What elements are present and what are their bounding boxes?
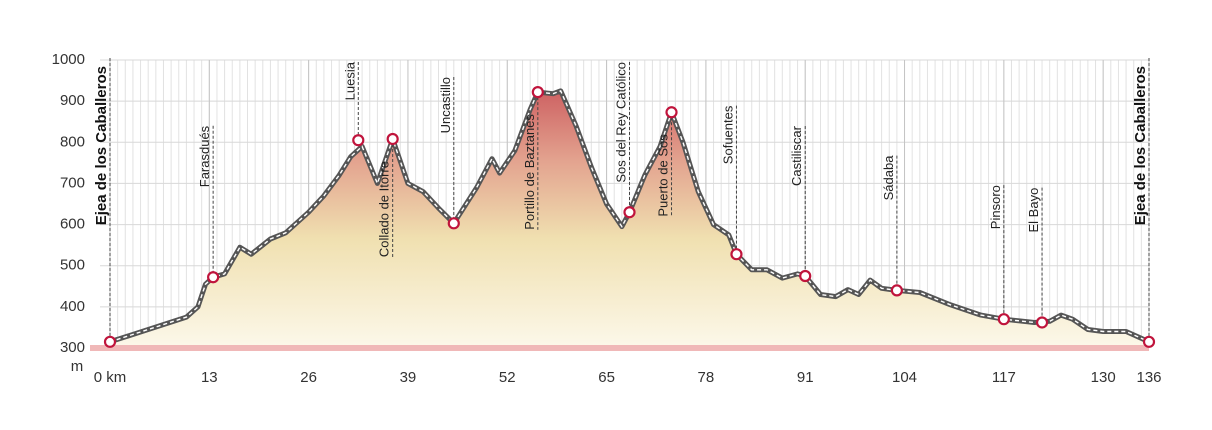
waypoint-marker (1035, 316, 1049, 329)
waypoint-marker (386, 132, 399, 146)
x-tick-label: 0 km (94, 369, 127, 386)
waypoint-marker (207, 271, 220, 284)
y-tick-label: 400 (60, 298, 85, 315)
waypoint-label: Luesia (342, 61, 357, 100)
waypoint-marker (665, 106, 678, 119)
waypoint-label: Pinsoro (988, 185, 1003, 229)
waypoint-label: Ejea de los Caballeros (93, 66, 110, 225)
x-tick-label: 13 (201, 369, 218, 386)
waypoint-label: Sofuentes (720, 105, 735, 164)
x-tick-label: 39 (400, 369, 417, 386)
waypoint-label: Uncastillo (438, 77, 453, 133)
y-tick-label: 700 (60, 174, 85, 191)
waypoint-marker (103, 335, 117, 348)
waypoint-marker (890, 284, 903, 297)
x-tick-label: 104 (892, 369, 917, 386)
waypoint-label: Farasdués (197, 125, 212, 187)
waypoint-marker (997, 313, 1010, 326)
x-tick-label: 65 (598, 369, 615, 386)
waypoint-label: Sos del Rey Católico (614, 62, 629, 183)
waypoint-label: Portillo de Baztanes (522, 114, 537, 230)
y-tick-label: 500 (60, 257, 85, 274)
waypoint-marker (447, 217, 460, 230)
x-tick-label: 52 (499, 369, 516, 386)
y-tick-label: 600 (60, 216, 85, 233)
x-tick-label: 91 (797, 369, 814, 386)
y-tick-label: 300 (60, 339, 85, 356)
waypoint-marker (623, 206, 636, 219)
waypoint-label: Collado de Itorre (377, 161, 392, 257)
x-tick-label: 130 (1091, 369, 1116, 386)
waypoint-marker (1142, 335, 1156, 348)
waypoint-label: Puerto de Sos (656, 134, 671, 217)
x-tick-label: 136 (1136, 369, 1161, 386)
y-unit: m (71, 358, 84, 375)
profile-area (110, 90, 1149, 349)
baseline-bar (90, 345, 1149, 351)
waypoint-label: Castiliscar (789, 125, 804, 186)
waypoint-marker (352, 134, 365, 147)
y-tick-label: 900 (60, 92, 85, 109)
waypoint-marker (531, 85, 544, 99)
x-tick-label: 78 (698, 369, 715, 386)
waypoint-marker (730, 248, 743, 261)
waypoint-label: El Bayo (1026, 188, 1041, 233)
waypoint-label: Ejea de los Caballeros (1132, 66, 1149, 225)
profile-line-dash (109, 90, 1150, 343)
y-tick-label: 800 (60, 133, 85, 150)
waypoint-marker (799, 269, 812, 283)
waypoint-label: Sádaba (881, 155, 896, 201)
x-tick-label: 26 (300, 369, 317, 386)
y-tick-label: 1000 (52, 51, 85, 68)
x-tick-label: 117 (992, 369, 1016, 386)
